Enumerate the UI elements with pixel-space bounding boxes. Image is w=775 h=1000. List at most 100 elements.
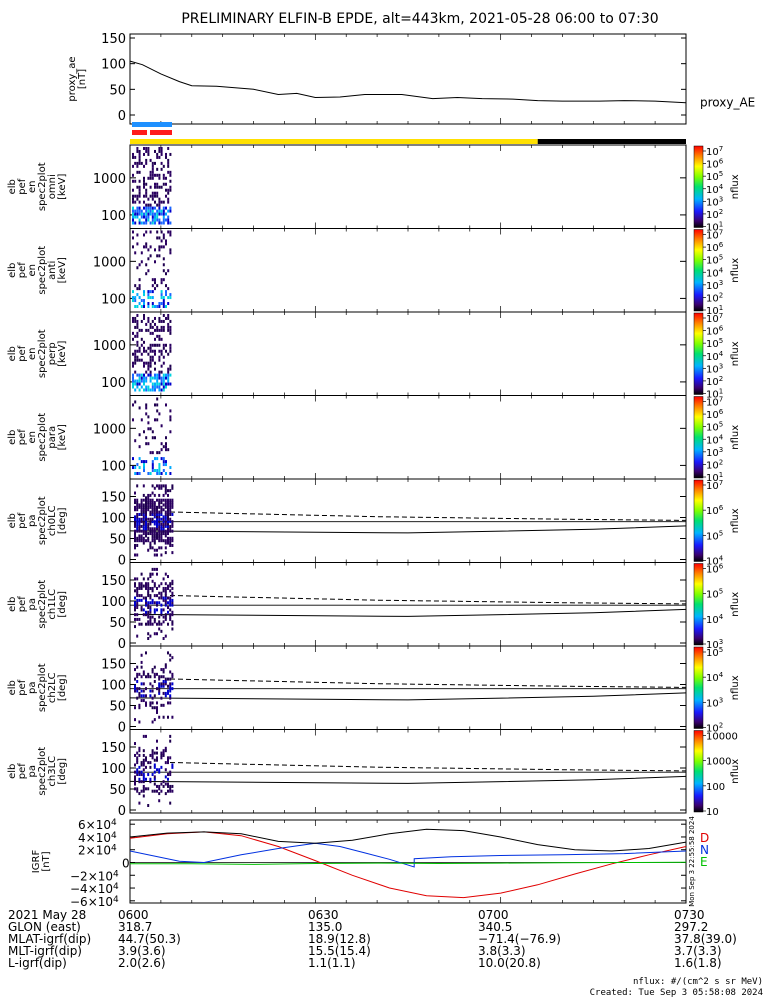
pitch-pixel — [149, 503, 152, 507]
pitch-pixel — [171, 579, 174, 583]
spectrogram-pixel — [156, 212, 159, 216]
pitch-pixel — [171, 484, 174, 488]
spectrogram-pixel — [132, 206, 134, 210]
spectrogram-pixel — [167, 158, 170, 162]
pitch-pixel — [138, 777, 141, 781]
y-tick-label: 0 — [122, 857, 130, 871]
pitch-pixel — [145, 498, 147, 502]
pitch-pixel — [160, 546, 163, 550]
pitch-pixel — [142, 484, 145, 488]
spectrogram-pixel — [167, 313, 170, 317]
pitch-pixel — [160, 629, 163, 633]
spectrogram-pixel — [138, 302, 141, 306]
spectrogram-pixel — [160, 457, 163, 461]
pitch-pixel — [151, 589, 154, 593]
pitch-pixel — [153, 539, 156, 543]
pitch_ch0LC-colorbar — [693, 479, 704, 562]
pitch_ch0LC-ylabel: elb — [7, 513, 18, 528]
pitch-pixel — [162, 598, 165, 602]
pitch_ch0LC-ylabel: pa — [27, 515, 38, 527]
pitch-pixel — [149, 512, 152, 516]
spectrogram-pixel — [140, 209, 143, 213]
pitch_ch2LC-ylabel: spec2plot — [37, 663, 48, 712]
pitch-pixel — [145, 756, 147, 760]
spectrogram-pixel — [143, 313, 145, 317]
spectrogram-pixel — [138, 212, 141, 216]
pitch-pixel — [136, 679, 139, 683]
spectrogram-pixel — [169, 466, 172, 470]
pitch-pixel — [153, 486, 156, 490]
colorbar-tick-label: 104 — [706, 183, 724, 196]
spectrogram-pixel — [165, 239, 167, 243]
pitch-pixel — [169, 512, 172, 516]
pitch-pixel — [158, 691, 161, 695]
pitch-pixel — [169, 539, 172, 543]
pitch-pixel — [169, 682, 172, 686]
pitch-pixel — [167, 527, 169, 531]
spectrogram-pixel — [158, 370, 161, 374]
spectrogram-pixel — [158, 355, 161, 359]
pitch-pixel — [160, 498, 163, 502]
spectrogram-pixel — [162, 376, 165, 380]
spectrogram-pixel — [160, 379, 163, 383]
pitch-pixel — [142, 512, 145, 516]
spectrogram-pixel — [134, 379, 137, 383]
spectrogram-pixel — [158, 212, 161, 216]
pitch-pixel — [153, 763, 156, 767]
pitch-pixel — [140, 761, 143, 765]
spectrogram-pixel — [162, 245, 165, 249]
spectrogram-pixel — [143, 146, 145, 150]
spectrogram-pixel — [162, 182, 165, 186]
spectrogram-pixel — [151, 170, 154, 174]
spectrogram-pixel — [165, 182, 167, 186]
pitch-pixel — [134, 582, 136, 586]
pitch-pixel — [162, 527, 165, 531]
pitch-pixel — [160, 608, 163, 612]
spectrogram-pixel — [162, 278, 165, 282]
y-tick-label: 150 — [101, 574, 126, 589]
pitch-pixel — [138, 687, 141, 691]
pitch-pixel — [151, 491, 154, 495]
spectrogram-pixel — [132, 152, 134, 156]
spectrogram-pixel — [154, 322, 156, 326]
pitch-pixel — [171, 551, 174, 555]
spectrogram-pixel — [151, 302, 154, 306]
spectrogram-pixel — [162, 382, 165, 386]
spectrogram_para-colorbar-label: nflux — [730, 425, 741, 450]
footer-value: 0700 — [478, 908, 509, 922]
spectrogram-pixel — [162, 388, 165, 392]
pitch-pixel — [167, 610, 169, 614]
pitch-pixel — [158, 520, 161, 524]
spectrogram-pixel — [151, 460, 154, 464]
pitch-pixel — [164, 761, 167, 765]
pitch-pixel — [151, 501, 154, 505]
spectrogram-pixel — [149, 355, 152, 359]
spectrogram-pixel — [140, 337, 143, 341]
pitch-pixel — [169, 801, 172, 805]
spectrogram-pixel — [147, 146, 150, 150]
pitch-pixel — [149, 701, 152, 705]
pitch-pixel — [169, 541, 172, 545]
pitch-pixel — [164, 529, 167, 533]
spectrogram-pixel — [165, 343, 167, 347]
spectrogram-pixel — [145, 442, 148, 446]
igrf-ylabel: IGRF — [31, 850, 42, 874]
spectrogram-pixel — [132, 221, 134, 225]
spectrogram-pixel — [143, 382, 145, 386]
spectrogram-pixel — [147, 257, 150, 261]
spectrogram-pixel — [134, 334, 137, 338]
spectrogram-pixel — [169, 430, 172, 434]
pitch-pixel — [151, 601, 154, 605]
spectrogram-pixel — [151, 191, 154, 195]
pitch-pixel — [136, 773, 139, 777]
spectrogram-pixel — [151, 382, 154, 386]
spectrogram-pixel — [149, 358, 152, 362]
spectrogram_anti-frame — [129, 228, 687, 313]
spectrogram-pixel — [158, 155, 161, 159]
pitch-pixel — [149, 703, 152, 707]
pitch-pixel — [156, 572, 158, 576]
y-tick-label: 0 — [118, 637, 126, 652]
pitch-pixel — [151, 512, 154, 516]
spectrogram-pixel — [134, 361, 137, 365]
spectrogram-pixel — [156, 155, 159, 159]
